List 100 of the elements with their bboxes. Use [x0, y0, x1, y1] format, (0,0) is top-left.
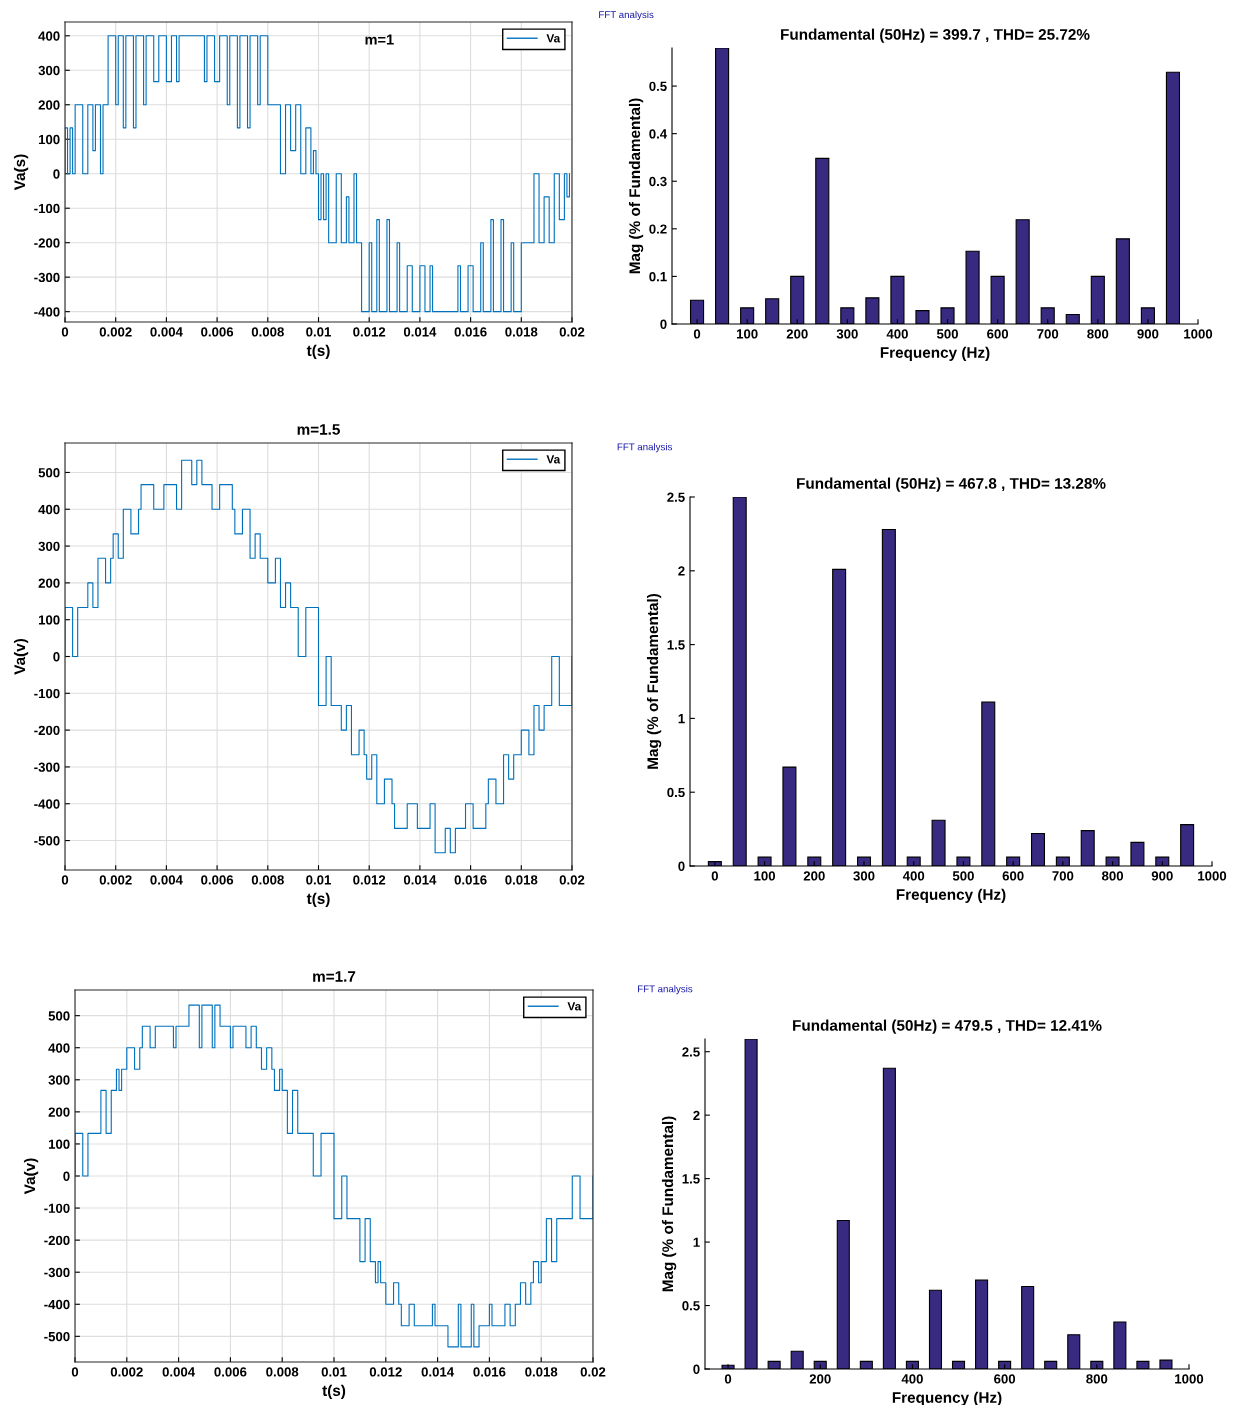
- x-tick-label: 0.004: [150, 327, 183, 337]
- text: FFT analysis: [638, 985, 693, 995]
- x-tick-label: 0.008: [251, 327, 284, 337]
- y-tick-label: 400: [38, 31, 60, 41]
- x-tick-label: 400: [902, 871, 925, 881]
- x-tick-label: 400: [886, 329, 908, 339]
- x-tick-label: 0.018: [505, 327, 538, 337]
- x-tick-label: 0: [724, 1374, 732, 1384]
- y-tick-label: 1.5: [682, 1174, 700, 1184]
- x-tick-label: 1000: [1198, 871, 1227, 881]
- y-tick-label: 0.2: [649, 224, 667, 234]
- y-tick-label: 2: [678, 566, 685, 576]
- x-tick-label: 0.002: [99, 875, 132, 885]
- x-axis-title: Frequency (Hz): [896, 888, 1006, 903]
- y-tick-label: -400: [34, 307, 60, 317]
- y-tick-label: 0: [53, 652, 60, 662]
- x-tick-label: 0.004: [150, 875, 183, 885]
- y-tick-label: -500: [34, 836, 60, 846]
- x-tick-label: 0.01: [321, 1367, 347, 1377]
- x-tick-label: 300: [853, 871, 875, 881]
- y-tick-label: 100: [38, 134, 60, 145]
- y-axis-title: Va(v): [13, 639, 29, 675]
- x-tick-label: 0: [71, 1367, 79, 1377]
- y-tick-label: 1: [678, 714, 685, 724]
- x-tick-label: 0: [711, 871, 718, 881]
- x-tick-label: 100: [736, 329, 758, 339]
- y-axis-title: Mag (% of Fundamental): [661, 1116, 677, 1292]
- y-tick-label: -400: [44, 1299, 70, 1310]
- y-tick-label: 2.5: [667, 492, 685, 502]
- chart-title: m=1.5: [297, 424, 340, 435]
- x-tick-label: 100: [754, 871, 776, 881]
- x-tick-label: 0.02: [559, 327, 585, 337]
- y-tick-label: -300: [34, 762, 60, 772]
- y-tick-label: 0.5: [682, 1301, 700, 1311]
- y-tick-label: 0.4: [649, 129, 668, 139]
- x-tick-label: 1000: [1184, 329, 1213, 339]
- y-tick-label: 0.1: [649, 271, 667, 282]
- x-tick-label: 800: [1086, 1374, 1108, 1384]
- y-tick-label: 1: [693, 1237, 700, 1247]
- y-tick-label: 500: [38, 468, 60, 478]
- x-tick-label: 400: [901, 1374, 923, 1384]
- x-tick-label: 0.004: [162, 1367, 196, 1377]
- x-tick-label: 700: [1037, 329, 1059, 339]
- x-tick-label: 900: [1151, 871, 1173, 881]
- x-tick-label: 600: [994, 1374, 1016, 1384]
- y-tick-label: 0.5: [649, 81, 667, 91]
- y-tick-label: -300: [34, 272, 60, 283]
- y-tick-label: -300: [44, 1267, 70, 1278]
- x-tick-label: 200: [803, 871, 825, 881]
- x-tick-label: 0.002: [99, 327, 132, 337]
- x-tick-label: 800: [1087, 329, 1109, 339]
- y-tick-label: 0: [63, 1171, 70, 1181]
- x-tick-label: 0.01: [306, 327, 331, 337]
- x-tick-label: 700: [1052, 871, 1074, 881]
- y-tick-label: -400: [34, 799, 60, 809]
- x-tick-label: 0.012: [353, 875, 386, 885]
- y-axis-title: Mag (% of Fundamental): [628, 98, 644, 274]
- y-tick-label: 0.3: [649, 176, 667, 187]
- legend-label: Va: [567, 1002, 582, 1011]
- x-tick-label: 0.02: [580, 1367, 606, 1377]
- y-tick-label: -200: [44, 1235, 70, 1246]
- y-axis-title: Va(v): [23, 1158, 39, 1195]
- y-tick-label: -100: [34, 688, 60, 699]
- x-tick-label: 0.014: [403, 327, 437, 337]
- y-tick-label: 1.5: [667, 640, 685, 650]
- x-tick-label: 0.014: [421, 1367, 455, 1377]
- y-tick-label: 400: [38, 504, 60, 515]
- x-tick-label: 500: [936, 329, 958, 339]
- x-tick-label: 0.008: [266, 1367, 299, 1377]
- x-tick-label: 0.016: [454, 875, 487, 885]
- x-tick-label: 0.016: [473, 1367, 506, 1377]
- chart-title: Fundamental (50Hz) = 467.8 , THD= 13.28%: [797, 477, 1106, 492]
- line-series: [75, 1004, 593, 1348]
- x-tick-label: 0.012: [369, 1367, 402, 1377]
- y-tick-label: 200: [48, 1107, 70, 1117]
- y-tick-label: -100: [44, 1203, 70, 1213]
- y-tick-label: 0: [678, 861, 685, 871]
- x-tick-label: 900: [1137, 329, 1159, 339]
- chart-title: m=1.7: [313, 971, 356, 982]
- y-tick-label: 100: [38, 615, 60, 625]
- y-axis-title: Mag (% of Fundamental): [646, 593, 662, 769]
- x-tick-label: 0.012: [353, 327, 386, 337]
- x-tick-label: 0.016: [454, 327, 487, 337]
- legend-label: Va: [546, 455, 561, 464]
- x-axis-title: Frequency (Hz): [880, 346, 990, 361]
- x-tick-label: 300: [836, 329, 858, 339]
- y-tick-label: 0: [53, 169, 60, 179]
- y-tick-label: 2.5: [682, 1047, 700, 1057]
- x-tick-label: 200: [786, 329, 808, 339]
- x-tick-label: 0.002: [110, 1367, 143, 1377]
- x-axis-title: t(s): [306, 344, 330, 359]
- x-tick-label: 0.018: [505, 875, 538, 885]
- y-tick-label: 0: [660, 319, 667, 329]
- x-axis-title: t(s): [306, 892, 330, 907]
- x-tick-label: 500: [952, 871, 974, 881]
- chart-title: Fundamental (50Hz) = 479.5 , THD= 12.41%: [793, 1019, 1102, 1034]
- y-tick-label: 100: [48, 1139, 70, 1149]
- x-tick-label: 0.018: [525, 1367, 558, 1377]
- x-tick-label: 600: [987, 329, 1009, 339]
- x-tick-label: 200: [809, 1374, 831, 1384]
